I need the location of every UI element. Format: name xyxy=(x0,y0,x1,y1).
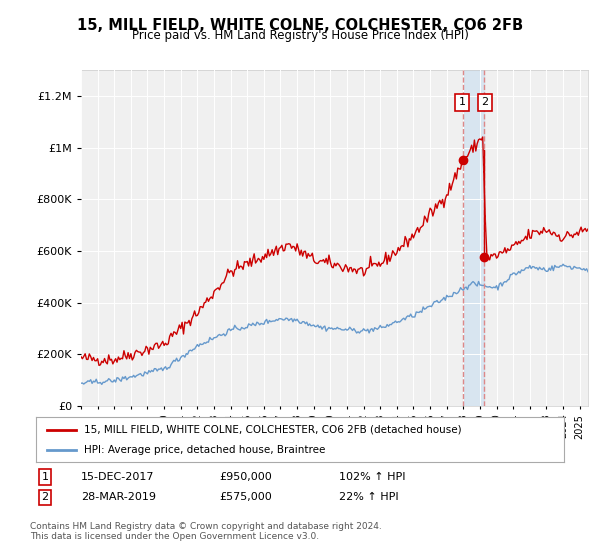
Text: 15, MILL FIELD, WHITE COLNE, COLCHESTER, CO6 2FB: 15, MILL FIELD, WHITE COLNE, COLCHESTER,… xyxy=(77,18,523,33)
Text: 102% ↑ HPI: 102% ↑ HPI xyxy=(339,472,406,482)
Text: 22% ↑ HPI: 22% ↑ HPI xyxy=(339,492,398,502)
Text: 1: 1 xyxy=(41,472,49,482)
Text: 2: 2 xyxy=(41,492,49,502)
Text: £950,000: £950,000 xyxy=(219,472,272,482)
Text: 1: 1 xyxy=(458,97,466,108)
Text: 15-DEC-2017: 15-DEC-2017 xyxy=(81,472,155,482)
Text: Price paid vs. HM Land Registry's House Price Index (HPI): Price paid vs. HM Land Registry's House … xyxy=(131,29,469,42)
Text: 2: 2 xyxy=(481,97,488,108)
Bar xyxy=(463,70,484,406)
Text: 28-MAR-2019: 28-MAR-2019 xyxy=(81,492,156,502)
Text: 15, MILL FIELD, WHITE COLNE, COLCHESTER, CO6 2FB (detached house): 15, MILL FIELD, WHITE COLNE, COLCHESTER,… xyxy=(83,424,461,435)
Text: £575,000: £575,000 xyxy=(219,492,272,502)
Text: Contains HM Land Registry data © Crown copyright and database right 2024.
This d: Contains HM Land Registry data © Crown c… xyxy=(30,522,382,542)
Text: HPI: Average price, detached house, Braintree: HPI: Average price, detached house, Brai… xyxy=(83,445,325,455)
